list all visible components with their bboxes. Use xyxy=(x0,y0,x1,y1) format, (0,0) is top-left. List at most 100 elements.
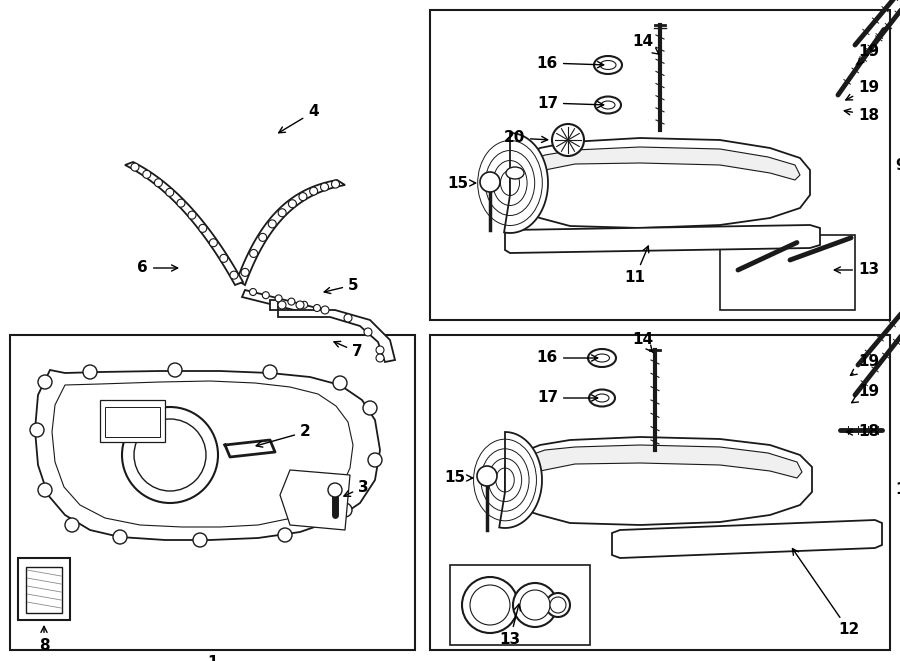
Text: 15: 15 xyxy=(447,176,476,190)
Text: 20: 20 xyxy=(504,130,548,145)
Ellipse shape xyxy=(595,394,609,402)
Bar xyxy=(26,567,62,613)
Circle shape xyxy=(166,188,174,196)
Polygon shape xyxy=(35,370,380,540)
Circle shape xyxy=(113,530,127,544)
Polygon shape xyxy=(504,133,548,233)
Bar xyxy=(18,558,70,620)
Text: 13: 13 xyxy=(834,262,879,278)
Text: 5: 5 xyxy=(324,278,358,293)
Text: 9: 9 xyxy=(895,157,900,173)
Circle shape xyxy=(262,292,269,299)
Circle shape xyxy=(301,301,308,308)
Text: 16: 16 xyxy=(536,56,604,71)
Polygon shape xyxy=(225,440,275,457)
Circle shape xyxy=(38,483,52,497)
Text: 8: 8 xyxy=(39,627,50,653)
Circle shape xyxy=(131,163,139,171)
Circle shape xyxy=(321,306,329,314)
Circle shape xyxy=(462,577,518,633)
Circle shape xyxy=(220,254,228,262)
Circle shape xyxy=(546,593,570,617)
Polygon shape xyxy=(515,445,802,478)
Circle shape xyxy=(38,375,52,389)
Ellipse shape xyxy=(595,97,621,114)
Circle shape xyxy=(288,298,295,305)
Circle shape xyxy=(258,233,266,241)
Circle shape xyxy=(230,271,238,279)
Circle shape xyxy=(338,503,352,517)
Polygon shape xyxy=(280,470,350,530)
Bar xyxy=(10,335,415,650)
Text: 7: 7 xyxy=(334,341,363,360)
Circle shape xyxy=(480,172,500,192)
Ellipse shape xyxy=(589,389,615,407)
Circle shape xyxy=(241,268,249,276)
Circle shape xyxy=(363,401,377,415)
Circle shape xyxy=(376,346,384,354)
Text: 18: 18 xyxy=(846,424,879,440)
Circle shape xyxy=(320,183,328,191)
Circle shape xyxy=(199,224,207,233)
Circle shape xyxy=(278,301,286,309)
Polygon shape xyxy=(270,300,395,362)
Circle shape xyxy=(275,295,282,302)
Circle shape xyxy=(65,518,79,532)
Text: 16: 16 xyxy=(536,350,598,366)
Text: 14: 14 xyxy=(632,332,653,352)
Text: 11: 11 xyxy=(625,246,649,285)
Circle shape xyxy=(328,483,342,497)
Bar xyxy=(105,407,160,437)
Text: 1: 1 xyxy=(208,655,218,661)
Text: 13: 13 xyxy=(500,604,520,647)
Bar xyxy=(430,335,890,650)
Text: 3: 3 xyxy=(344,479,369,496)
Text: 19: 19 xyxy=(858,44,879,65)
Circle shape xyxy=(376,354,384,362)
Text: 12: 12 xyxy=(793,549,860,637)
Circle shape xyxy=(331,180,339,188)
Text: 6: 6 xyxy=(137,260,177,276)
Text: 17: 17 xyxy=(537,391,598,405)
Ellipse shape xyxy=(601,101,615,109)
Polygon shape xyxy=(125,162,243,285)
Polygon shape xyxy=(510,138,810,228)
Bar xyxy=(100,400,165,442)
Bar xyxy=(430,10,890,320)
Circle shape xyxy=(83,365,97,379)
Polygon shape xyxy=(500,432,542,528)
Circle shape xyxy=(470,585,510,625)
Circle shape xyxy=(520,590,550,620)
Circle shape xyxy=(288,200,296,208)
Circle shape xyxy=(268,220,276,228)
Circle shape xyxy=(249,249,257,258)
Circle shape xyxy=(155,178,162,187)
Ellipse shape xyxy=(588,349,616,367)
Circle shape xyxy=(168,363,182,377)
Ellipse shape xyxy=(595,354,609,362)
Polygon shape xyxy=(505,437,812,525)
Circle shape xyxy=(310,187,318,195)
Text: 19: 19 xyxy=(850,354,879,375)
Text: 14: 14 xyxy=(632,34,659,54)
Text: 4: 4 xyxy=(279,104,319,133)
Circle shape xyxy=(278,209,286,217)
Text: 10: 10 xyxy=(895,483,900,498)
Circle shape xyxy=(210,239,218,247)
Circle shape xyxy=(550,597,566,613)
Bar xyxy=(450,565,590,645)
Text: 17: 17 xyxy=(537,95,604,110)
Ellipse shape xyxy=(600,61,616,69)
Circle shape xyxy=(296,301,304,309)
Circle shape xyxy=(333,376,347,390)
Circle shape xyxy=(313,305,320,311)
Circle shape xyxy=(122,407,218,503)
Circle shape xyxy=(143,171,151,178)
Text: 19: 19 xyxy=(851,385,879,403)
Circle shape xyxy=(299,192,307,201)
Ellipse shape xyxy=(506,167,524,179)
Circle shape xyxy=(263,365,277,379)
Circle shape xyxy=(278,528,292,542)
Ellipse shape xyxy=(594,56,622,74)
Circle shape xyxy=(177,199,185,207)
